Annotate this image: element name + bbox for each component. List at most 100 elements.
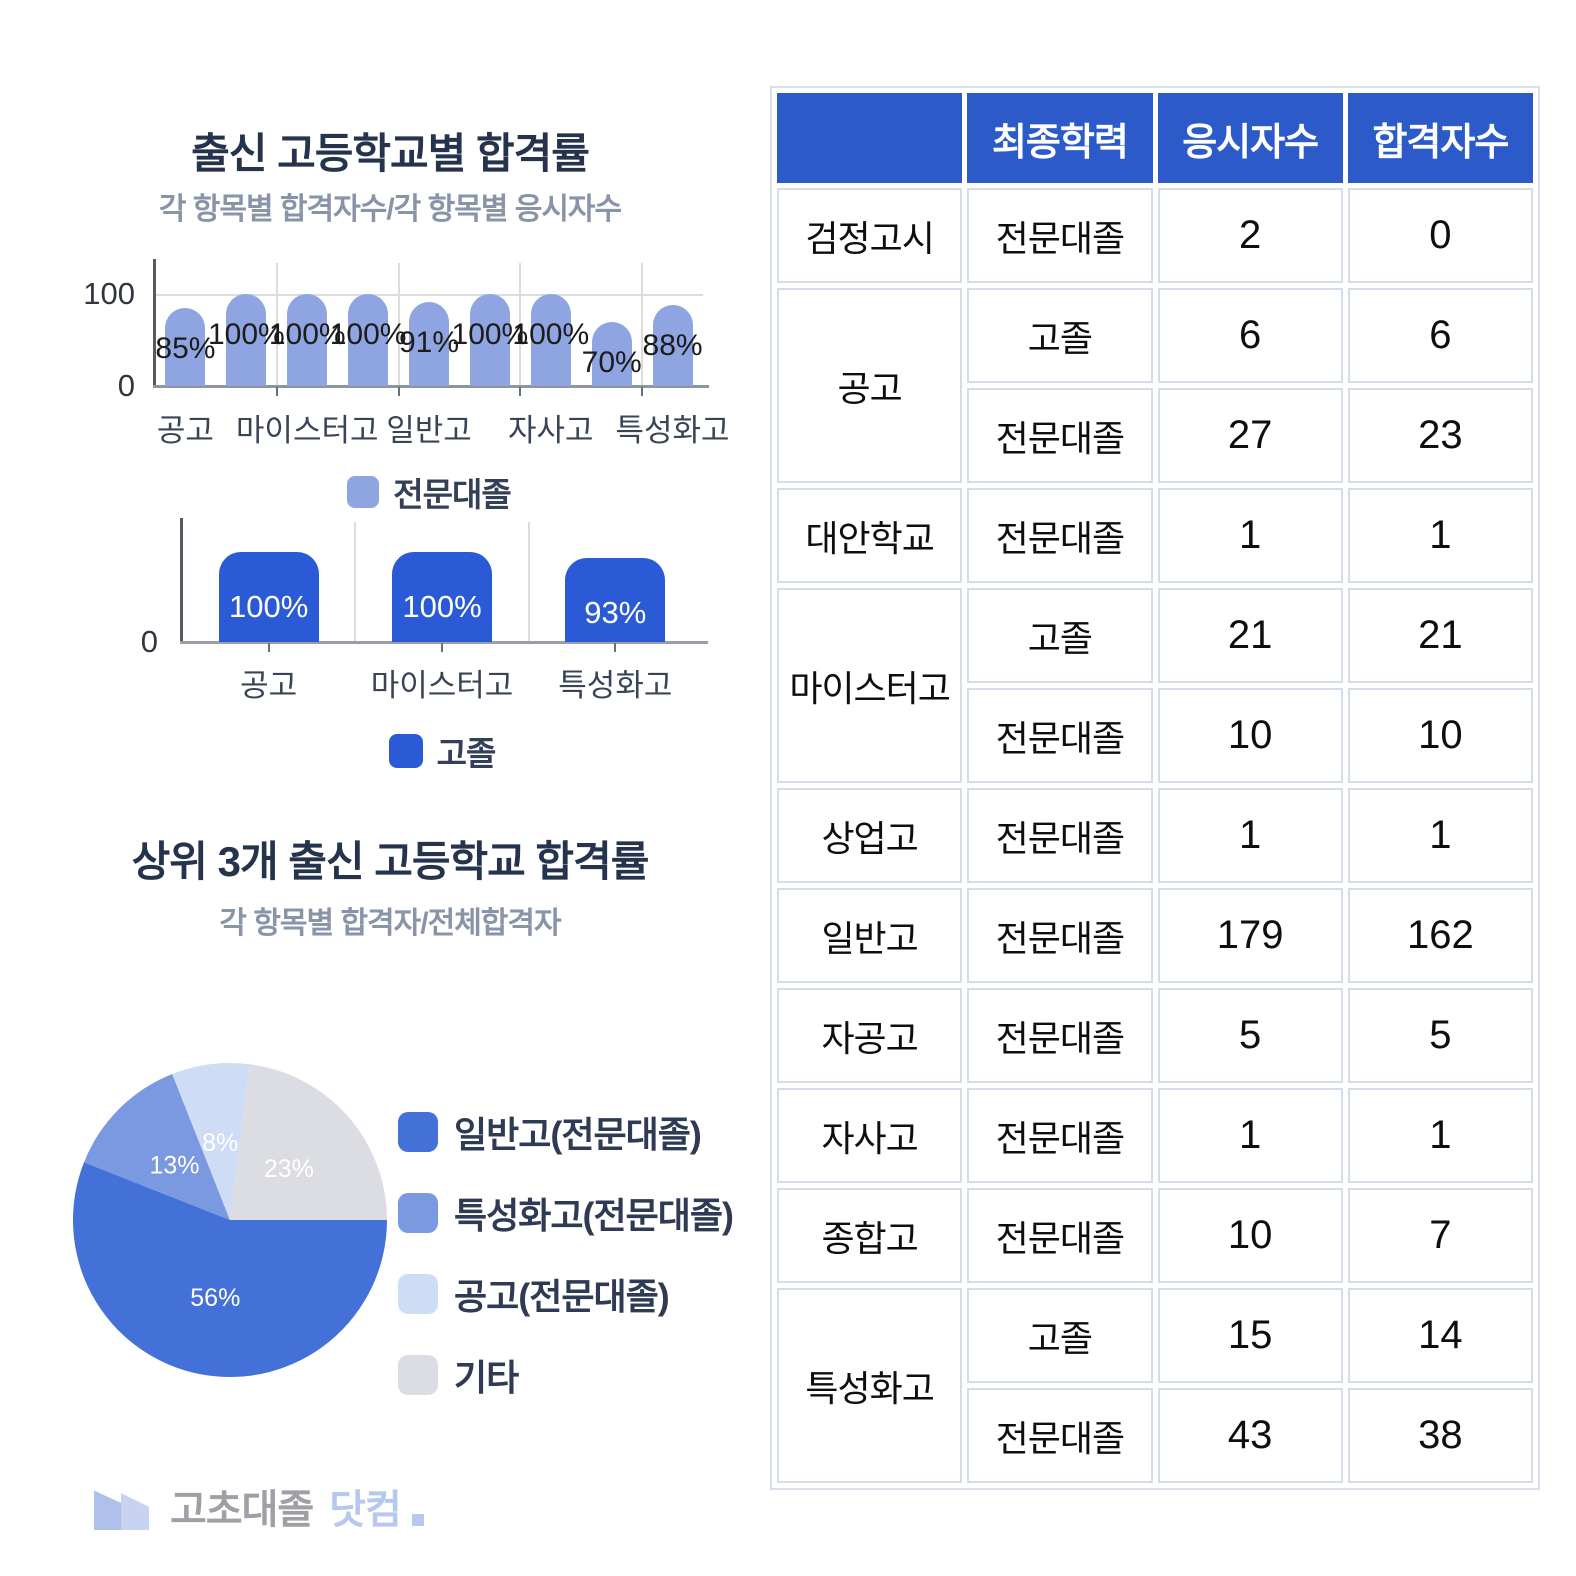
education-cell: 전문대졸 bbox=[967, 388, 1153, 483]
x-axis-label: 공고 bbox=[156, 413, 214, 448]
table-row: 전문대졸 43 38 bbox=[777, 1388, 1533, 1483]
school-cell: 특성화고 bbox=[777, 1288, 963, 1483]
pie-legend-label: 일반고(전문대졸) bbox=[454, 1114, 702, 1155]
table-head: 최종학력 응시자수 합격자수 bbox=[777, 93, 1533, 183]
table-row: 대안학교 전문대졸 1 1 bbox=[777, 488, 1533, 583]
legend-swatch-jundae bbox=[347, 476, 380, 508]
axis-tick bbox=[441, 643, 443, 652]
passers-cell: 0 bbox=[1347, 188, 1533, 283]
table-row: 특성화고 고졸 15 14 bbox=[777, 1288, 1533, 1483]
pie-slice bbox=[73, 1162, 388, 1378]
applicants-cell: 10 bbox=[1157, 1188, 1343, 1283]
applicants-cell: 27 bbox=[1157, 388, 1343, 483]
y-tick-label: 0 bbox=[140, 624, 158, 659]
applicants-cell: 5 bbox=[1157, 988, 1343, 1083]
pie-chart-title: 상위 3개 출신 고등학교 합격률 bbox=[131, 838, 650, 885]
pie-legend-label: 특성화고(전문대졸) bbox=[454, 1195, 734, 1236]
table-header-row: 최종학력 응시자수 합격자수 bbox=[777, 93, 1533, 183]
bar-value-label: 100% bbox=[268, 318, 346, 351]
pie-slice bbox=[84, 1074, 230, 1220]
pie-chart: 56% 13%8% 23% bbox=[73, 1063, 388, 1378]
bar-value-label: 100% bbox=[451, 318, 529, 351]
results-table-wrap: 최종학력 응시자수 합격자수 검정고시 전문대졸 2 0 공고 고졸 6 6 전문대졸 27 23 대안학교… bbox=[770, 86, 1540, 1490]
table-row: 마이스터고 고졸 21 21 bbox=[777, 588, 1533, 783]
table-row: 자사고 전문대졸 1 1 bbox=[777, 1088, 1533, 1183]
passers-cell: 7 bbox=[1347, 1188, 1533, 1283]
passers-cell: 10 bbox=[1347, 688, 1533, 783]
school-cell: 종합고 bbox=[777, 1188, 963, 1283]
pie-legend-swatch bbox=[398, 1112, 438, 1152]
factory-icon bbox=[94, 1484, 150, 1530]
results-table: 최종학력 응시자수 합격자수 검정고시 전문대졸 2 0 공고 고졸 6 6 전문대졸 27 23 대안학교… bbox=[772, 88, 1538, 1488]
pie-slice-label: 8% bbox=[202, 1129, 238, 1157]
pie-legend-swatch bbox=[398, 1355, 438, 1395]
y-axis-line bbox=[153, 259, 156, 386]
brand-dot bbox=[411, 1514, 424, 1526]
pie-legend-swatch bbox=[398, 1193, 438, 1233]
bar bbox=[565, 558, 666, 642]
table-header-cell bbox=[777, 93, 963, 183]
legend-label-jundae: 전문대졸 bbox=[393, 476, 511, 513]
x-axis-label: 마이스터고 bbox=[370, 668, 514, 703]
school-cell: 마이스터고 bbox=[777, 588, 963, 783]
school-cell: 상업고 bbox=[777, 788, 963, 883]
axis-tick bbox=[275, 387, 278, 396]
bar-value-label: 100% bbox=[402, 589, 482, 624]
axis-tick bbox=[397, 387, 400, 396]
bar-value-label: 70% bbox=[581, 346, 642, 379]
legend-gojol: 고졸 bbox=[182, 727, 702, 775]
bar-value-label: 88% bbox=[642, 329, 703, 362]
brand-logo: 고초대졸 닷컴 bbox=[94, 1484, 424, 1530]
table-row: 전문대졸 27 23 bbox=[777, 388, 1533, 483]
pie-slice-label: 13% bbox=[149, 1152, 199, 1180]
gridline-vertical bbox=[354, 522, 357, 642]
bar bbox=[591, 322, 632, 386]
x-axis-line bbox=[180, 641, 708, 644]
bar bbox=[392, 552, 492, 642]
school-cell: 검정고시 bbox=[777, 188, 963, 283]
table-row: 검정고시 전문대졸 2 0 bbox=[777, 188, 1533, 283]
bar-value-label: 93% bbox=[584, 595, 647, 630]
table-body: 검정고시 전문대졸 2 0 공고 고졸 6 6 전문대졸 27 23 대안학교 전문대졸 1 1 마이스터고 고… bbox=[777, 188, 1533, 1483]
bar-value-label: 100% bbox=[207, 318, 285, 351]
applicants-cell: 1 bbox=[1157, 488, 1343, 583]
school-cell: 자사고 bbox=[777, 1088, 963, 1183]
table-header-cell: 합격자수 bbox=[1347, 93, 1533, 183]
y-axis-line bbox=[180, 518, 183, 642]
bar-chart-gojol: 100% 공고 100% 마이스터고 93% 특성화고 0 bbox=[141, 518, 708, 703]
passers-cell: 5 bbox=[1347, 988, 1533, 1083]
bar bbox=[287, 294, 328, 386]
x-axis-label: 공고 bbox=[240, 668, 298, 703]
passers-cell: 23 bbox=[1347, 388, 1533, 483]
bar-chart-subtitle: 각 항목별 합격자수/각 항목별 응시자수 bbox=[158, 193, 622, 226]
table-row: 종합고 전문대졸 10 7 bbox=[777, 1188, 1533, 1283]
applicants-cell: 10 bbox=[1157, 688, 1343, 783]
bar bbox=[530, 294, 571, 386]
pie-slice bbox=[172, 1063, 250, 1220]
bar-chart-jundae: 85% 100% 100% 100% 91% 100% 100% 70% 88% 공고 마이스터고 일… bbox=[83, 259, 730, 448]
bar bbox=[469, 294, 510, 386]
bar-value-label: 100% bbox=[229, 589, 309, 624]
table-row: 공고 고졸 6 6 bbox=[777, 288, 1533, 483]
pie-legend-item: 특성화고(전문대졸) bbox=[398, 1187, 734, 1239]
bar-chart-title: 출신 고등학교별 합격률 bbox=[191, 130, 590, 177]
applicants-cell: 6 bbox=[1157, 288, 1343, 383]
education-cell: 전문대졸 bbox=[967, 1388, 1153, 1483]
table-row: 자공고 전문대졸 5 5 bbox=[777, 988, 1533, 1083]
x-axis-label: 특성화고 bbox=[558, 668, 673, 703]
pie-slice-label: 56% bbox=[190, 1284, 240, 1312]
bar bbox=[226, 294, 267, 386]
passers-cell: 6 bbox=[1347, 288, 1533, 383]
axis-tick bbox=[519, 387, 522, 396]
pie-legend-item: 일반고(전문대졸) bbox=[398, 1106, 733, 1158]
applicants-cell: 1 bbox=[1157, 788, 1343, 883]
pie-slice-label: 23% bbox=[264, 1155, 314, 1183]
education-cell: 전문대졸 bbox=[967, 488, 1153, 583]
education-cell: 전문대졸 bbox=[967, 1088, 1153, 1183]
education-cell: 전문대졸 bbox=[967, 1188, 1153, 1283]
y-tick-label: 0 bbox=[117, 368, 135, 403]
passers-cell: 162 bbox=[1347, 888, 1533, 983]
bar bbox=[165, 308, 206, 386]
x-axis-label: 일반고 bbox=[386, 413, 472, 448]
bar-value-label: 100% bbox=[512, 318, 590, 351]
